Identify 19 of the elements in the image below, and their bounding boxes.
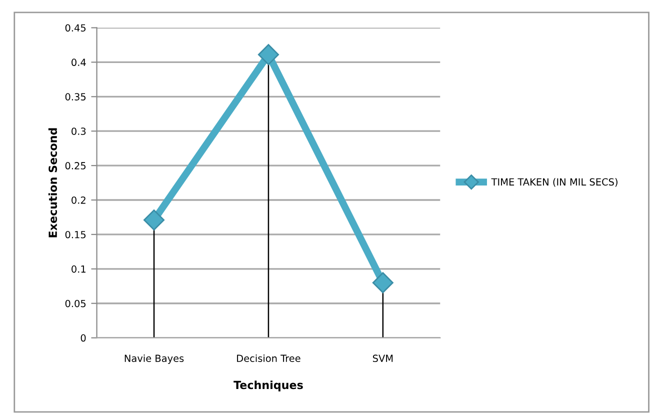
point — [144, 209, 165, 231]
legend-label: TIME TAKEN (IN MIL SECS) — [491, 178, 618, 187]
point — [258, 44, 279, 66]
x-axis-title: Techniques — [234, 380, 303, 392]
y-tick-label: 0.05 — [65, 300, 86, 308]
y-tick-label: 0.2 — [72, 196, 86, 204]
y-tick-label: 0.15 — [65, 230, 86, 238]
y-tick-label: 0.25 — [65, 162, 86, 170]
y-tick-label: 0.4 — [72, 58, 86, 66]
y-tick-label: 0.35 — [65, 93, 86, 100]
x-tick-label: Decision Tree — [237, 354, 300, 362]
y-tick-label: 0 — [80, 334, 86, 342]
y-tick-label: 0.3 — [72, 128, 86, 135]
point — [372, 272, 394, 294]
x-tick-label: Navie Bayes — [124, 354, 184, 364]
y-tick-label: 0.1 — [72, 265, 86, 273]
y-axis-title: Execution Second — [48, 128, 58, 238]
x-tick-label: SVM — [372, 354, 393, 362]
y-tick-label: 0.45 — [65, 24, 86, 32]
